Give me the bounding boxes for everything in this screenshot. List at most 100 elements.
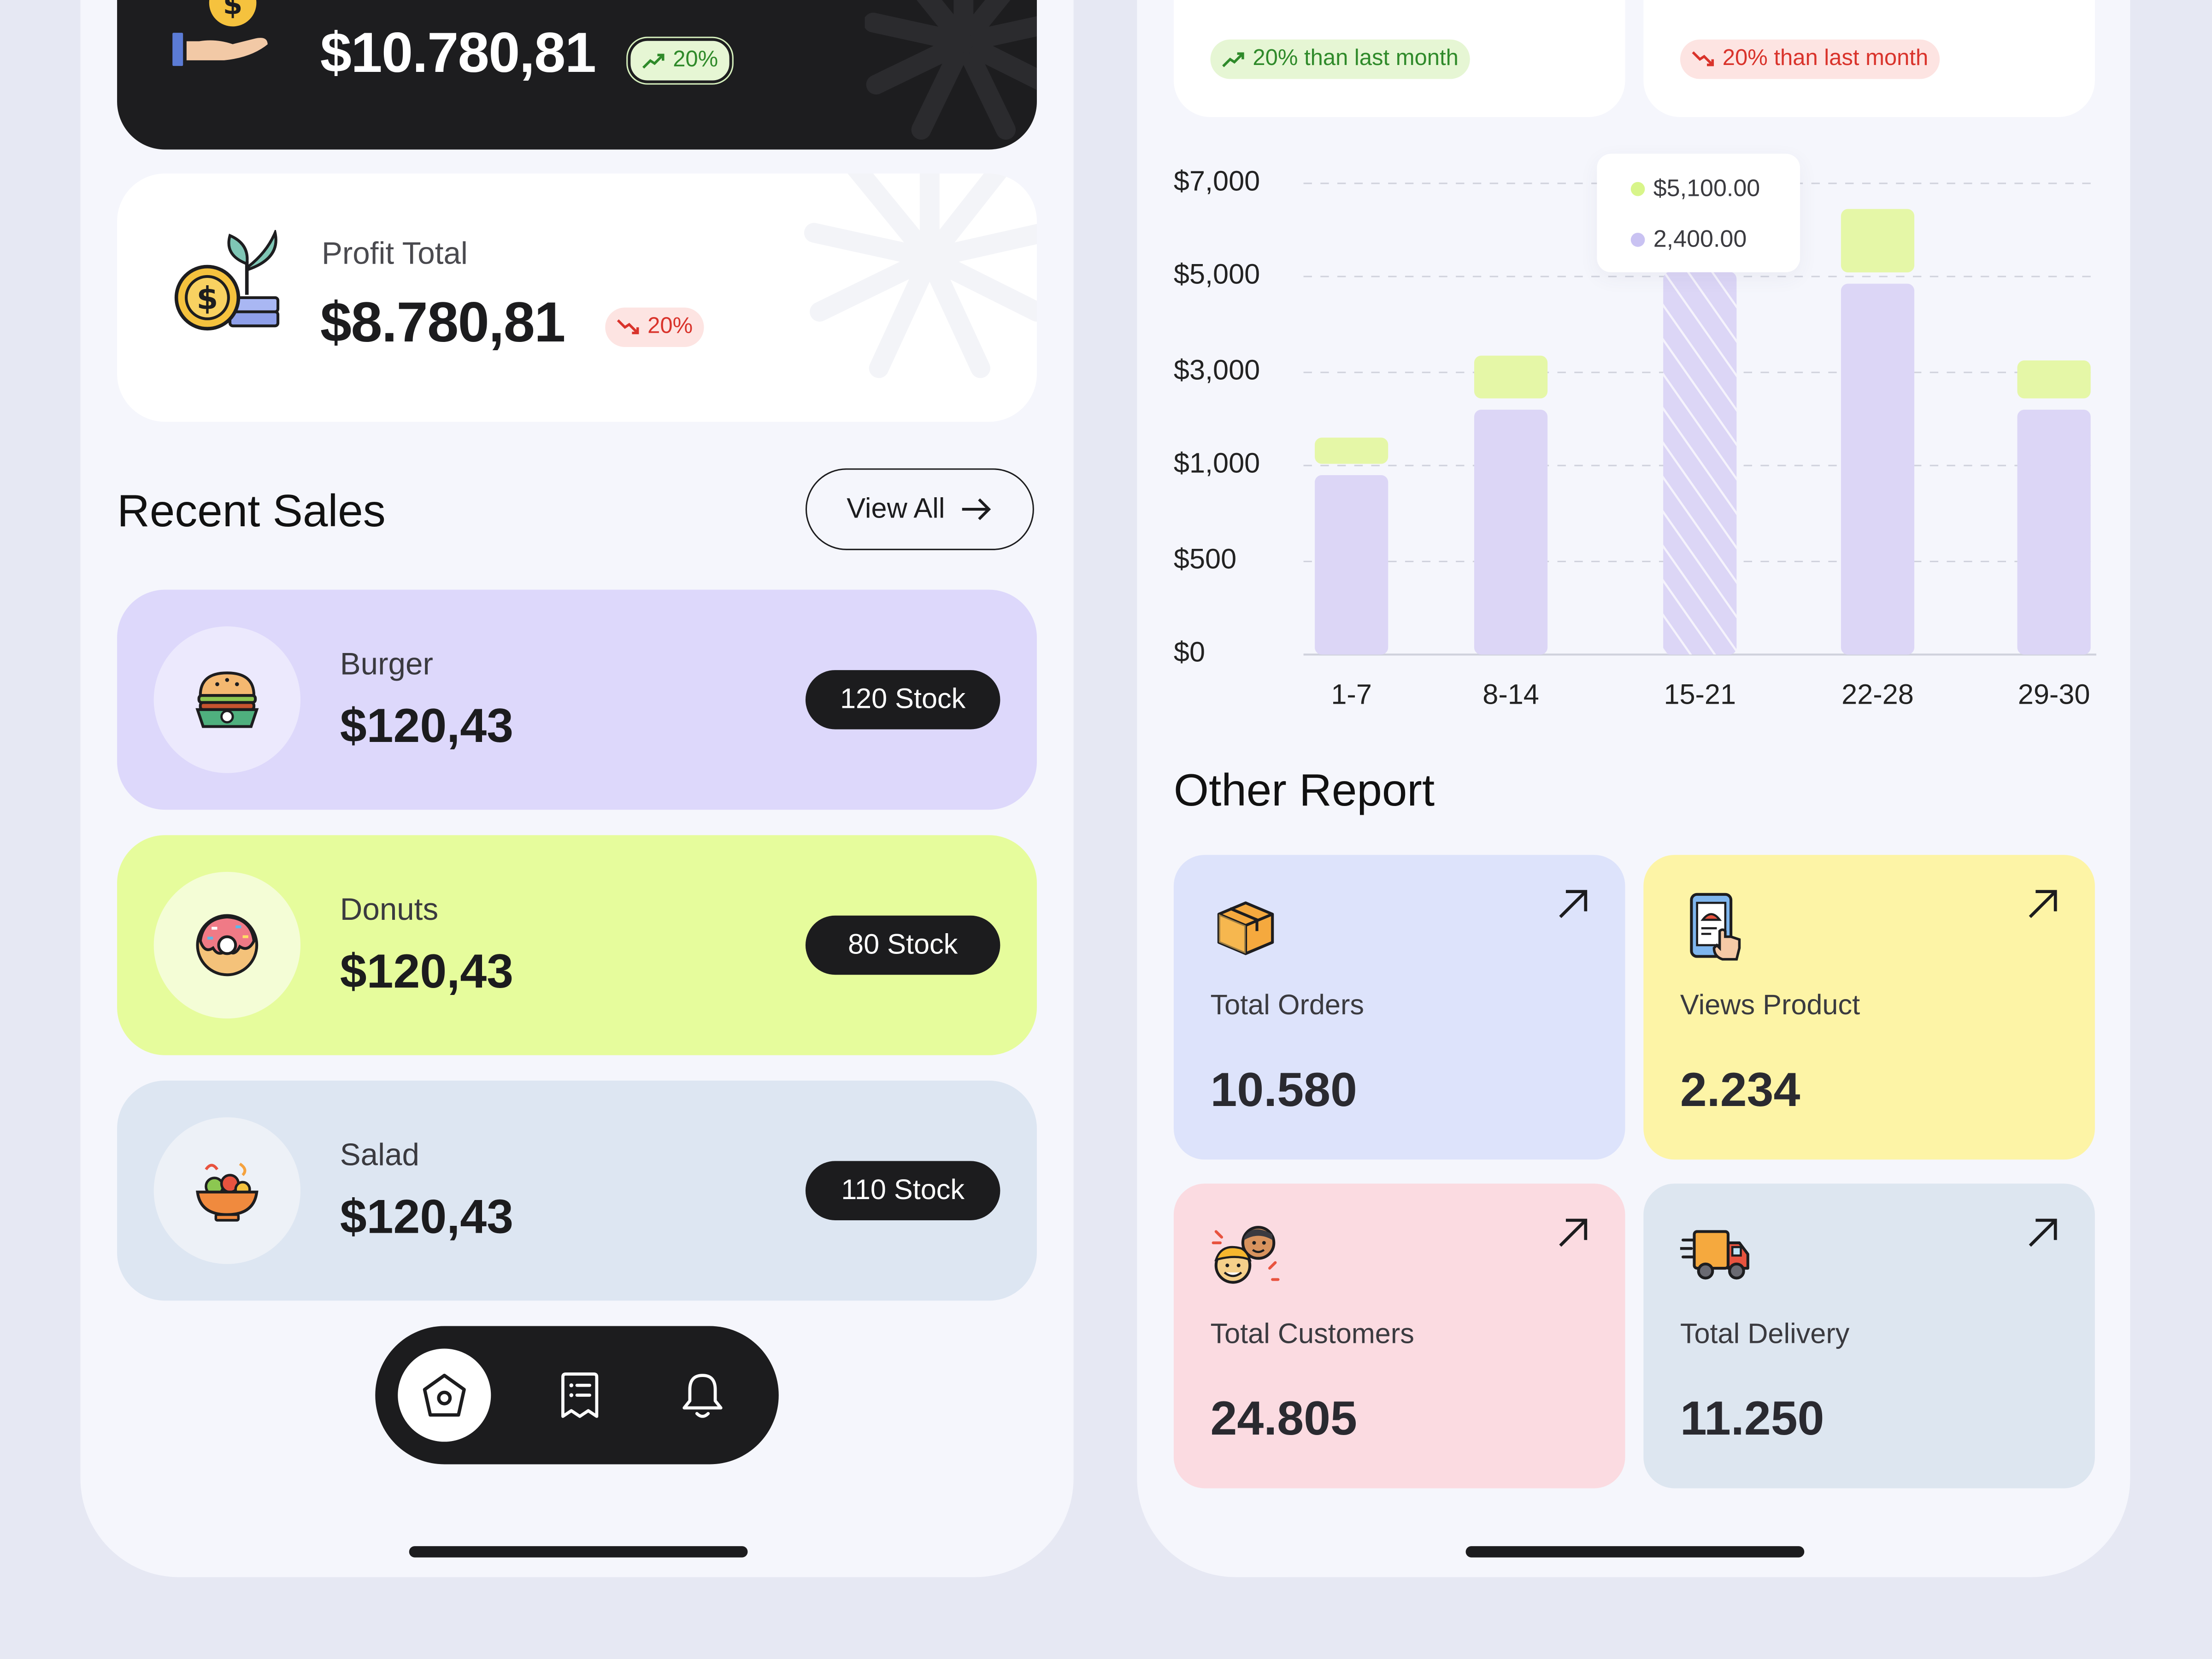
trend-up-icon [1222, 52, 1244, 67]
profit-card[interactable]: $ Profit Total $8.780,81 20% [117, 173, 1037, 422]
report-card-total-orders[interactable]: Total Orders 10.580 [1173, 855, 1625, 1160]
sale-name: Donuts [340, 891, 439, 927]
bar-segment-22-28-upper[interactable] [1841, 209, 1915, 273]
report-value: 2.234 [1680, 1064, 1800, 1118]
bar-segment-8-14-lower[interactable] [1474, 409, 1548, 655]
other-report-title: Other Report [1173, 765, 1435, 816]
balance-change-value: 20% [673, 48, 718, 72]
y-tick-label: $7,000 [1173, 166, 1260, 198]
report-card-total-customers[interactable]: Total Customers 24.805 [1173, 1183, 1625, 1488]
report-label: Views Product [1680, 990, 1860, 1022]
sale-price: $120,43 [340, 700, 513, 753]
y-tick-label: $500 [1173, 544, 1237, 576]
x-tick-label: 22-28 [1841, 680, 1914, 711]
arrow-up-right-icon[interactable] [1554, 1215, 1591, 1252]
bottom-navigation [375, 1326, 779, 1465]
phone-screen-dashboard: $ $10.780,81 20% $ [80, 0, 1074, 1577]
arrow-up-right-icon[interactable] [2024, 1215, 2061, 1252]
box-icon [1217, 901, 1274, 955]
sale-name: Burger [340, 646, 433, 682]
phone-tap-icon [1690, 893, 1741, 961]
bar-highlight-hatch [1663, 271, 1737, 655]
bar-segment-22-28-lower[interactable] [1841, 283, 1915, 655]
stock-badge: 120 Stock [805, 670, 1000, 729]
sale-card-donuts[interactable]: Donuts $120,43 80 Stock [117, 835, 1037, 1055]
svg-text:$: $ [197, 280, 218, 316]
legend-dot-purple [1630, 233, 1645, 247]
sale-icon-circle [153, 1117, 301, 1264]
report-value: 11.250 [1680, 1392, 1824, 1446]
home-indicator [409, 1546, 748, 1558]
tooltip-value: $5,100.00 [1653, 175, 1760, 202]
profit-label: Profit Total [321, 235, 468, 271]
trend-up-icon [642, 53, 665, 69]
legend-dot-green [1630, 182, 1645, 196]
sunburst-decoration [865, 0, 1037, 140]
bar-segment-1-7-upper[interactable] [1315, 437, 1388, 464]
bar-segment-1-7-lower[interactable] [1315, 475, 1388, 655]
truck-icon [1680, 1230, 1749, 1280]
profit-change-value: 20% [647, 314, 693, 339]
y-tick-label: $0 [1173, 637, 1206, 669]
stat-card[interactable]: 20% than last month [1643, 0, 2095, 118]
chart-tooltip: $5,100.00 2,400.00 [1597, 153, 1800, 272]
view-all-label: View All [847, 493, 945, 524]
report-label: Total Customers [1210, 1319, 1414, 1350]
sale-card-salad[interactable]: Salad $120,43 110 Stock [117, 1080, 1037, 1301]
view-all-button[interactable]: View All [805, 468, 1034, 550]
bar-segment-29-30-lower[interactable] [2017, 409, 2091, 655]
tooltip-value: 2,400.00 [1653, 225, 1747, 253]
balance-change-badge: 20% [628, 38, 732, 83]
salad-icon [196, 1162, 259, 1222]
trend-down-icon [617, 319, 639, 335]
arrow-up-right-icon[interactable] [1554, 886, 1591, 923]
recent-sales-title: Recent Sales [117, 485, 386, 536]
stat-change-text: 20% than last month [1722, 47, 1929, 71]
home-indicator [1465, 1546, 1805, 1558]
trend-down-icon [1692, 51, 1714, 66]
sale-card-burger[interactable]: Burger $120,43 120 Stock [117, 589, 1037, 810]
arrow-right-icon [962, 498, 991, 520]
stat-change-badge: 20% than last month [1210, 39, 1470, 79]
report-label: Total Orders [1210, 990, 1364, 1022]
sunburst-decoration [804, 173, 1037, 378]
x-tick-label: 15-21 [1664, 680, 1736, 711]
coin-plant-icon: $ [174, 229, 280, 331]
report-label: Total Delivery [1680, 1319, 1850, 1350]
home-icon [423, 1373, 466, 1417]
profit-change-badge: 20% [605, 307, 704, 347]
bell-icon [682, 1374, 723, 1418]
y-tick-label: $3,000 [1173, 355, 1260, 387]
bar-segment-29-30-upper[interactable] [2017, 360, 2091, 399]
balance-card[interactable]: $ $10.780,81 20% [117, 0, 1037, 150]
bar-segment-8-14-upper[interactable] [1474, 355, 1548, 399]
profit-amount: $8.780,81 [320, 292, 566, 354]
sale-icon-circle [153, 626, 301, 773]
report-value: 24.805 [1210, 1392, 1357, 1446]
stock-badge: 110 Stock [805, 1161, 1000, 1220]
sale-icon-circle [153, 871, 301, 1019]
nav-notifications-button[interactable] [656, 1349, 749, 1442]
nav-home-button[interactable] [398, 1348, 491, 1442]
stock-badge: 80 Stock [805, 915, 1000, 975]
sale-name: Salad [340, 1137, 420, 1172]
sale-price: $120,43 [340, 1190, 513, 1244]
receipt-icon [561, 1372, 599, 1418]
x-tick-label: 8-14 [1483, 680, 1539, 711]
stat-change-badge: 20% than last month [1680, 39, 1940, 79]
donut-icon [196, 914, 259, 977]
svg-text:$: $ [223, 0, 243, 21]
report-card-total-delivery[interactable]: Total Delivery 11.250 [1643, 1183, 2095, 1488]
y-tick-label: $1,000 [1173, 448, 1260, 480]
stat-change-text: 20% than last month [1253, 47, 1459, 71]
nav-orders-button[interactable] [533, 1349, 626, 1442]
report-card-views-product[interactable]: Views Product 2.234 [1643, 855, 2095, 1160]
report-value: 10.580 [1210, 1064, 1357, 1118]
phone-screen-reports: 20% than last month 20% than last month … [1137, 0, 2130, 1577]
burger-icon [195, 671, 259, 728]
sale-price: $120,43 [340, 945, 513, 999]
arrow-up-right-icon[interactable] [2024, 886, 2061, 923]
y-tick-label: $5,000 [1173, 259, 1260, 291]
stat-card[interactable]: 20% than last month [1173, 0, 1625, 118]
customers-icon [1212, 1226, 1280, 1284]
